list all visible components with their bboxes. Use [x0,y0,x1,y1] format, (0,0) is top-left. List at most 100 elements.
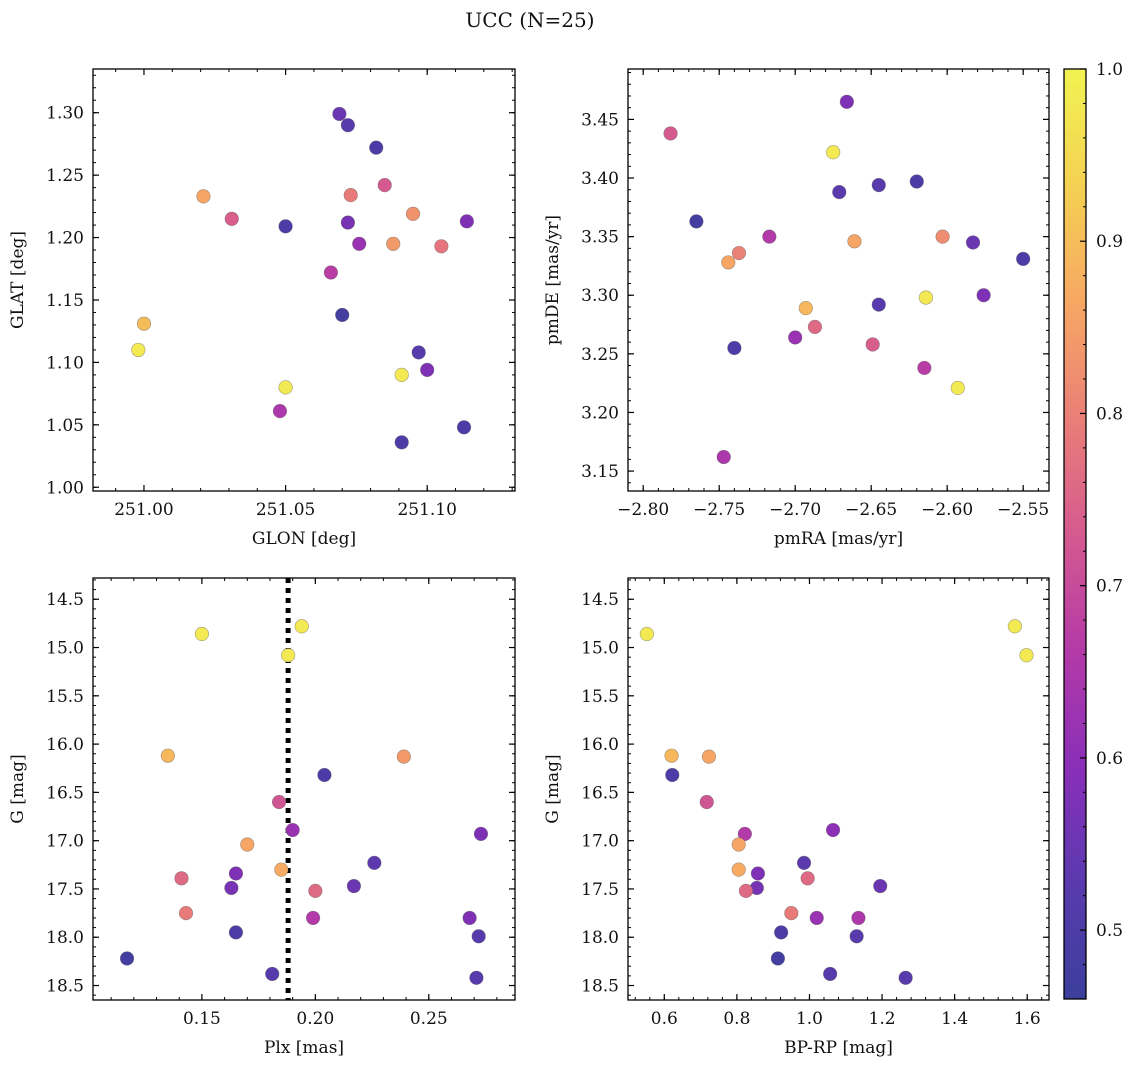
panel-pmra-pmde: −2.80 −2.75 −2.70 −2.65 −2.60 −2.55 3.15 3.20 3.… [543,68,1050,549]
x-tick-label: 0.8 [723,1009,750,1029]
scatter-point [131,342,146,358]
scatter-point [918,290,933,305]
y-tick-label: 17.5 [581,880,619,900]
x-tick-label: −2.60 [921,500,973,520]
scatter-point [976,288,991,303]
scatter-point [716,449,731,465]
colorbar-frame [1063,68,1087,1000]
y-tick-label: 16.5 [46,783,84,803]
scatter-point [340,215,355,230]
x-tick-label: 1.4 [941,1009,968,1029]
y-tick-label: 15.0 [581,639,619,659]
scatter-point [826,145,841,160]
scatter-point [731,837,746,852]
y-tick-label: 3.35 [581,228,619,248]
panel-plx-g: 0.15 0.20 0.25 14.5 15.0 15.5 16.0 16.5 17.0 17.5… [8,577,516,1058]
scatter-point [823,966,838,982]
scatter-point [639,626,654,642]
scatter-point [770,951,785,966]
scatter-point [750,866,766,881]
y-tick-label: 1.20 [46,229,84,249]
x-tick-label: 1.0 [796,1009,823,1029]
plot-area [628,69,1049,491]
scatter-point [471,929,486,944]
scatter-point [346,878,362,894]
scatter-point [847,234,862,249]
y-tick-label: 1.05 [46,416,84,436]
scatter-point [224,211,239,226]
scatter-point [701,749,717,764]
panel-glon-glat: 251.00 251.05 251.10 1.00 1.05 1.10 1.15 1.20 1.… [8,68,516,549]
y-tick-label: 1.15 [46,291,84,311]
scatter-point [294,619,309,634]
colorbar: 0.5 0.6 0.7 0.8 0.9 1.0 [1063,60,1123,1000]
scatter-point [788,330,803,345]
y-tick-label: 1.30 [46,104,84,124]
scatter-point [332,106,347,122]
x-axis-label: pmRA [mas/yr] [774,529,903,549]
scatter-point [278,380,293,395]
scatter-point [352,236,367,251]
x-tick-label: 0.15 [183,1009,221,1029]
scatter-point [174,871,189,886]
y-tick-label: 3.30 [581,286,619,306]
scatter-point [420,362,435,377]
scatter-point [396,749,411,764]
scatter-point [665,767,680,783]
x-tick-label: 1.6 [1014,1009,1041,1029]
scatter-point [807,319,823,334]
scatter-point [281,648,296,663]
y-tick-label: 15.0 [46,639,84,659]
scatter-point [386,236,401,251]
scatter-point [285,822,300,838]
scatter-point [228,866,244,881]
scatter-point [317,767,332,783]
scatter-point [160,748,175,763]
x-tick-label: 251.05 [256,500,315,520]
y-tick-label: 15.5 [581,687,619,707]
y-tick-label: 17.0 [581,832,619,852]
scatter-point [738,883,754,898]
x-tick-label: 0.6 [651,1009,678,1029]
scatter-point [394,435,409,450]
colorbar-gradient [1064,69,1086,999]
y-tick-label: 18.5 [581,977,619,997]
scatter-point [965,235,981,250]
scatter-point [274,862,289,877]
scatter-point [369,140,384,155]
scatter-point [377,178,392,193]
scatter-point [731,862,746,877]
scatter-point [272,403,288,419]
scatter-point [737,826,752,842]
scatter-point [871,297,886,312]
x-tick-label: 251.10 [397,500,456,520]
y-tick-label: 16.5 [581,783,619,803]
x-tick-label: −2.65 [845,500,897,520]
scatter-point [456,420,472,435]
scatter-point [865,337,880,352]
y-tick-label: 16.0 [581,735,619,755]
axes-frame [92,577,516,1001]
y-tick-label: 3.20 [581,403,619,423]
scatter-point [839,94,854,109]
scatter-point [411,345,426,360]
scatter-point [664,748,679,763]
x-tick-label: −2.75 [693,500,745,520]
scatter-point [335,307,350,323]
scatter-point [394,367,409,382]
y-tick-label: 1.00 [46,478,84,498]
scatter-point [784,905,799,921]
scatter-point [196,189,211,204]
scatter-point [689,214,704,229]
scatter-point [1007,619,1022,634]
x-tick-label: 251.00 [114,500,173,520]
scatter-point [917,360,932,376]
y-tick-label: 16.0 [46,735,84,755]
colorbar-tick-label: 0.7 [1096,577,1123,597]
scatter-point [228,925,244,940]
scatter-point [762,229,777,244]
scatter-point [323,265,339,280]
scatter-point [1019,648,1034,663]
scatter-point [898,970,913,985]
scatter-point [459,214,474,229]
